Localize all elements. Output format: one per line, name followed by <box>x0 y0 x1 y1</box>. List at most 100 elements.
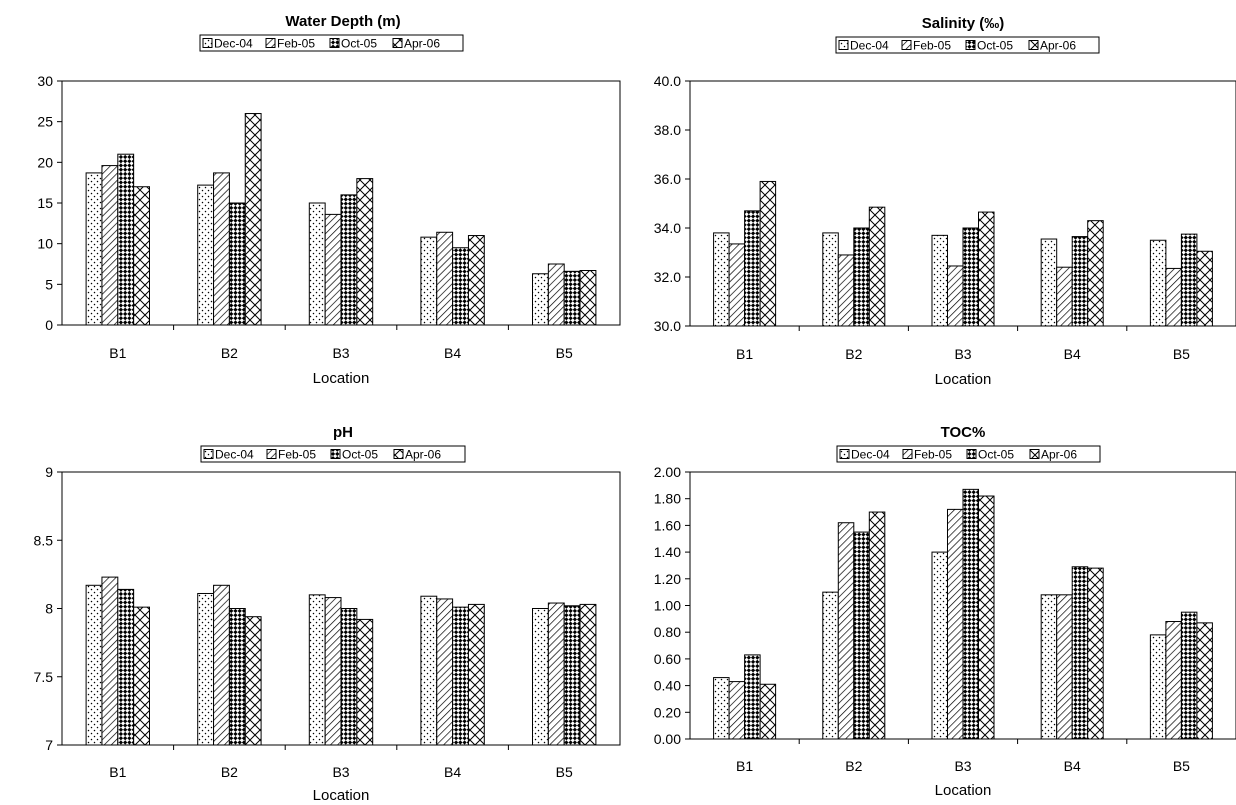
legend-label: Oct-05 <box>342 448 378 462</box>
chart-panel-salinity: Salinity (‰) 30.0 32.0 34.0 36.0 38.0 40.0 B1 B… <box>654 15 1236 388</box>
bar-b3-dec-04 <box>931 551 948 740</box>
y-tick-label: 0 <box>45 317 53 333</box>
legend-swatch <box>1028 40 1039 50</box>
y-tick-label: 0.60 <box>654 651 681 667</box>
bar-b5-feb-05 <box>1165 621 1182 740</box>
legend-swatch <box>202 38 213 48</box>
legend-label: Dec-04 <box>214 37 253 51</box>
y-tick-label: 36.0 <box>654 171 681 187</box>
y-tick-label: 38.0 <box>654 122 681 138</box>
bar-b2-feb-05 <box>837 522 855 740</box>
bar-b5-oct-05 <box>1180 233 1198 327</box>
bar-b2-apr-06 <box>868 511 886 740</box>
y-tick-label: 2.00 <box>654 464 681 480</box>
bar-b5-dec-04 <box>532 608 549 746</box>
legend-label: Feb-05 <box>913 39 951 53</box>
x-tick-label: B2 <box>221 764 238 780</box>
legend-swatch <box>838 40 849 50</box>
bar-b1-feb-05 <box>728 243 746 327</box>
bar-b4-oct-05 <box>452 247 469 326</box>
y-tick-label: 1.00 <box>654 598 681 614</box>
legend-swatch <box>901 40 912 50</box>
y-tick-label: 15 <box>37 195 53 211</box>
bar-b2-oct-05 <box>228 202 246 326</box>
x-tick-label: B5 <box>556 345 573 361</box>
y-tick-label: 1.40 <box>654 544 681 560</box>
bar-b1-oct-05 <box>117 588 135 746</box>
bar-b3-dec-04 <box>308 594 326 746</box>
legend-label: Oct-05 <box>977 39 1013 53</box>
bar-b1-apr-06 <box>133 186 150 326</box>
y-tick-label: 0.20 <box>654 704 681 720</box>
y-tick-label: 40.0 <box>654 73 681 89</box>
bar-b5-apr-06 <box>579 270 597 326</box>
bar-b2-apr-06 <box>244 113 262 326</box>
x-tick-label: B5 <box>556 764 573 780</box>
bar-b1-feb-05 <box>101 576 119 746</box>
legend-label: Feb-05 <box>277 37 315 51</box>
x-axis-label: Location <box>313 370 370 387</box>
bar-b4-apr-06 <box>467 603 485 746</box>
y-tick-label: 1.80 <box>654 491 681 507</box>
y-tick-label: 25 <box>37 114 53 130</box>
legend-swatch <box>330 449 341 459</box>
y-tick-label: 0.00 <box>654 731 681 747</box>
bar-b1-dec-04 <box>85 584 103 746</box>
x-tick-label: B5 <box>1173 346 1190 362</box>
x-tick-label: B4 <box>444 345 461 361</box>
bar-b4-dec-04 <box>420 595 438 746</box>
x-tick-label: B1 <box>109 764 126 780</box>
x-axis-label: Location <box>313 787 370 804</box>
x-tick-label: B2 <box>845 346 862 362</box>
x-tick-label: B4 <box>1064 346 1081 362</box>
bar-b4-apr-06 <box>1087 567 1104 740</box>
y-tick-label: 0.80 <box>654 624 681 640</box>
y-tick-label: 34.0 <box>654 220 681 236</box>
x-tick-label: B3 <box>954 758 971 774</box>
bar-b1-feb-05 <box>101 165 119 326</box>
y-tick-label: 5 <box>45 276 53 292</box>
y-tick-label: 7.5 <box>34 669 54 685</box>
bar-b4-oct-05 <box>1071 236 1089 327</box>
y-tick-label: 8 <box>45 601 53 617</box>
bar-b5-feb-05 <box>547 602 565 746</box>
legend-swatch <box>966 449 977 459</box>
chart-title: Salinity (‰) <box>922 15 1005 32</box>
bar-b1-dec-04 <box>713 677 730 740</box>
x-tick-label: B2 <box>221 345 238 361</box>
bar-b1-dec-04 <box>713 232 730 327</box>
legend-label: Dec-04 <box>850 39 889 53</box>
x-tick-label: B4 <box>1064 758 1081 774</box>
bar-b3-oct-05 <box>962 488 980 740</box>
bar-b1-dec-04 <box>85 172 103 326</box>
x-tick-label: B3 <box>332 764 349 780</box>
y-tick-label: 0.40 <box>654 678 681 694</box>
bar-b1-oct-05 <box>744 210 761 327</box>
bar-b3-apr-06 <box>978 495 995 740</box>
bar-b5-apr-06 <box>1196 622 1213 740</box>
chart-title: Water Depth (m) <box>285 13 400 30</box>
chart-title: pH <box>333 424 353 441</box>
bar-b1-feb-05 <box>728 681 746 740</box>
bar-b2-dec-04 <box>197 592 215 746</box>
bar-b4-feb-05 <box>1056 594 1073 740</box>
bar-b2-feb-05 <box>213 584 230 746</box>
legend-swatch <box>902 449 913 459</box>
bar-b3-feb-05 <box>946 265 964 327</box>
bar-b5-oct-05 <box>563 605 581 746</box>
legend-label: Apr-06 <box>405 448 441 462</box>
bar-b3-apr-06 <box>978 211 995 327</box>
legend-label: Oct-05 <box>341 37 377 51</box>
bar-b5-dec-04 <box>1149 634 1167 740</box>
bar-b2-oct-05 <box>228 608 246 746</box>
bar-b5-oct-05 <box>563 270 581 326</box>
legend-swatch <box>265 38 276 48</box>
y-tick-label: 30 <box>37 73 53 89</box>
bar-b3-dec-04 <box>308 202 326 326</box>
legend-swatch <box>965 40 976 50</box>
bar-b1-apr-06 <box>759 180 777 327</box>
bar-b3-apr-06 <box>356 618 374 746</box>
y-tick-label: 1.20 <box>654 571 681 587</box>
y-tick-label: 9 <box>45 464 53 480</box>
y-tick-label: 1.60 <box>654 517 681 533</box>
